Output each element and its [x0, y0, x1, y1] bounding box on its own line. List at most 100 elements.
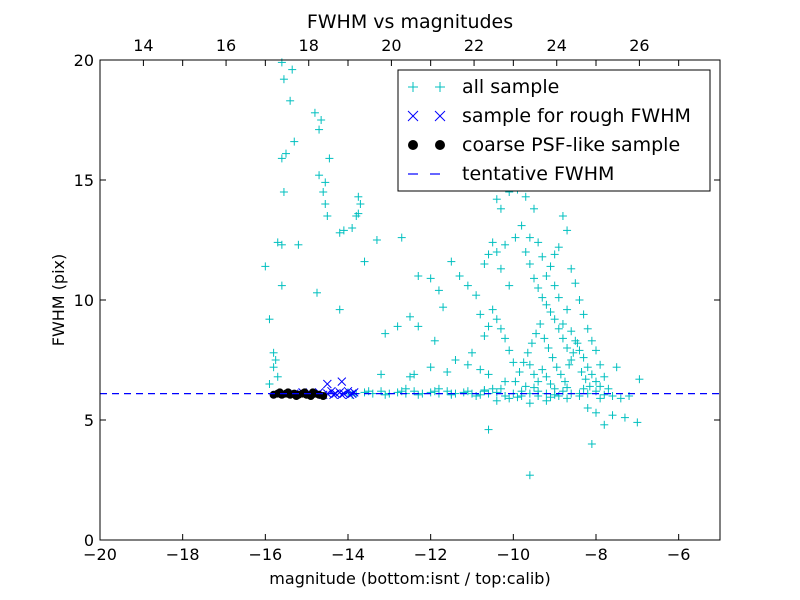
- legend-marker-psf-like: [408, 140, 445, 150]
- data-point: [530, 274, 538, 283]
- data-point: [265, 380, 274, 388]
- legend-symbol: [408, 82, 418, 92]
- data-point: [360, 388, 369, 397]
- data-point: [521, 192, 530, 201]
- data-point: [455, 272, 464, 280]
- data-point: [577, 368, 586, 376]
- data-point: [345, 390, 355, 400]
- data-point: [532, 329, 541, 338]
- data-point: [579, 310, 588, 319]
- data-point: [279, 188, 288, 196]
- data-point: [480, 386, 489, 394]
- data-point: [544, 344, 553, 352]
- legend-marker-rough-fwhm: [407, 110, 446, 122]
- data-point: [534, 284, 543, 292]
- data-point: [575, 346, 584, 355]
- data-point: [542, 300, 551, 309]
- data-point: [600, 372, 609, 381]
- data-point: [563, 344, 572, 352]
- data-point: [525, 471, 534, 480]
- data-point: [575, 296, 584, 304]
- data-point: [542, 372, 551, 381]
- data-point: [548, 353, 557, 362]
- data-point: [480, 332, 489, 340]
- data-point: [600, 420, 609, 429]
- data-point: [459, 388, 468, 397]
- legend-marker-all-sample: [408, 82, 445, 92]
- data-point: [554, 324, 563, 333]
- data-point: [275, 388, 284, 397]
- x-axis-title: magnitude (bottom:isnt / top:calib): [269, 569, 550, 588]
- data-point: [288, 65, 297, 74]
- data-point: [286, 96, 295, 105]
- data-point: [406, 312, 414, 321]
- data-point: [443, 387, 452, 396]
- data-point: [511, 377, 520, 386]
- data-point: [273, 238, 282, 247]
- data-point: [410, 370, 419, 379]
- data-point: [581, 375, 590, 384]
- data-point: [476, 365, 485, 374]
- data-point: [414, 272, 423, 280]
- data-point: [550, 315, 559, 324]
- data-point: [501, 240, 510, 249]
- data-point: [569, 348, 578, 357]
- data-point: [583, 363, 592, 372]
- points-layer: [261, 58, 644, 480]
- data-point: [558, 320, 567, 328]
- data-point: [505, 346, 514, 355]
- data-point: [496, 204, 505, 213]
- data-point: [536, 320, 545, 328]
- data-point: [317, 116, 326, 124]
- data-point: [337, 390, 347, 400]
- y-axis: 0 5 10 15 20: [74, 51, 720, 550]
- data-point: [279, 75, 288, 84]
- data-point: [530, 383, 538, 392]
- data-point: [339, 226, 348, 235]
- data-point: [563, 305, 572, 314]
- data-point: [521, 382, 530, 391]
- top-tick-label: 20: [381, 36, 401, 55]
- data-point: [426, 388, 435, 397]
- data-point: [430, 387, 439, 396]
- data-point: [505, 394, 514, 403]
- data-point: [550, 390, 559, 399]
- data-point: [300, 388, 309, 397]
- data-point: [273, 372, 282, 381]
- data-point: [563, 394, 572, 403]
- data-point: [604, 384, 613, 393]
- data-point: [397, 233, 406, 242]
- data-point: [542, 272, 551, 280]
- data-point: [585, 382, 594, 391]
- legend-label-all-sample: all sample: [462, 76, 559, 98]
- data-point: [616, 394, 625, 403]
- top-tick-label: 18: [299, 36, 319, 55]
- top-tick-label: 16: [216, 36, 236, 55]
- data-point: [501, 377, 510, 386]
- data-point: [348, 224, 357, 232]
- data-point: [269, 363, 278, 372]
- top-tick-label: 14: [133, 36, 153, 55]
- x-tick-label: −20: [83, 545, 117, 564]
- data-point: [294, 240, 303, 249]
- data-point: [484, 322, 493, 331]
- data-point: [563, 226, 572, 235]
- top-x-axis: 14 16 18 20 22 24 26: [133, 36, 650, 66]
- data-point: [472, 291, 481, 300]
- data-point: [349, 388, 359, 397]
- data-point: [492, 315, 501, 324]
- data-point: [393, 388, 402, 397]
- data-point: [488, 238, 497, 247]
- data-point: [567, 356, 576, 364]
- top-tick-label: 24: [547, 36, 567, 55]
- data-point: [496, 324, 505, 333]
- data-point: [335, 305, 344, 314]
- data-point: [484, 425, 493, 434]
- data-point: [496, 384, 505, 393]
- y-axis-title: FWHM (pix): [49, 254, 68, 347]
- data-point: [325, 154, 334, 163]
- x-tick-label: −12: [414, 545, 448, 564]
- data-point: [277, 281, 286, 290]
- data-point: [558, 334, 567, 343]
